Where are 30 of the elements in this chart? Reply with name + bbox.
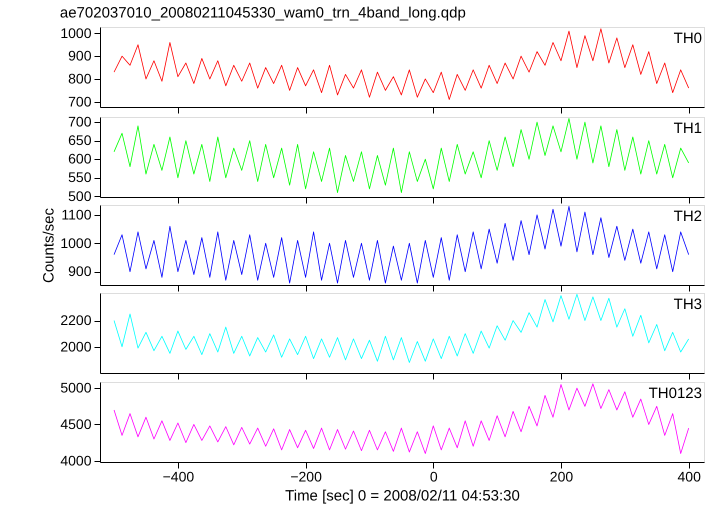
y-axis-title: Counts/sec — [40, 207, 58, 284]
y-tick-label: 5000 — [60, 380, 92, 396]
y-tick-label: 500 — [68, 188, 92, 204]
y-tick-label: 900 — [68, 48, 92, 64]
y-tick-label: 700 — [68, 93, 92, 110]
chart-title: ae702037010_20080211045330_wam0_trn_4band_long.qdp — [60, 4, 466, 22]
series-label: TH0 — [674, 30, 702, 47]
x-tick-label: 0 — [430, 468, 438, 484]
series-label: TH1 — [674, 120, 702, 137]
x-tick-label: 200 — [550, 468, 574, 484]
y-tick-label: 2000 — [60, 338, 92, 354]
y-tick-label: 1100 — [61, 206, 92, 222]
x-tick-label: −200 — [290, 468, 322, 484]
series-label: TH2 — [674, 208, 702, 225]
x-tick-label: 400 — [677, 468, 702, 484]
y-tick-label: 900 — [68, 263, 92, 280]
y-tick-label: 550 — [68, 169, 92, 186]
y-tick-label: 700 — [68, 114, 92, 130]
y-tick-label: 1000 — [60, 24, 92, 41]
y-tick-label: 4500 — [60, 416, 92, 432]
y-tick-label: 800 — [68, 70, 92, 86]
y-tick-label: 600 — [68, 150, 92, 167]
y-tick-label: 650 — [68, 132, 92, 148]
y-tick-label: 4000 — [60, 452, 92, 468]
x-tick-label: −400 — [162, 468, 194, 484]
y-tick-label: 2200 — [60, 312, 92, 328]
series-label: TH3 — [674, 296, 702, 313]
y-tick-label: 1000 — [60, 234, 92, 251]
series-label: TH0123 — [648, 385, 702, 402]
x-axis-title: Time [sec] 0 = 2008/02/11 04:53:30 — [285, 488, 520, 504]
